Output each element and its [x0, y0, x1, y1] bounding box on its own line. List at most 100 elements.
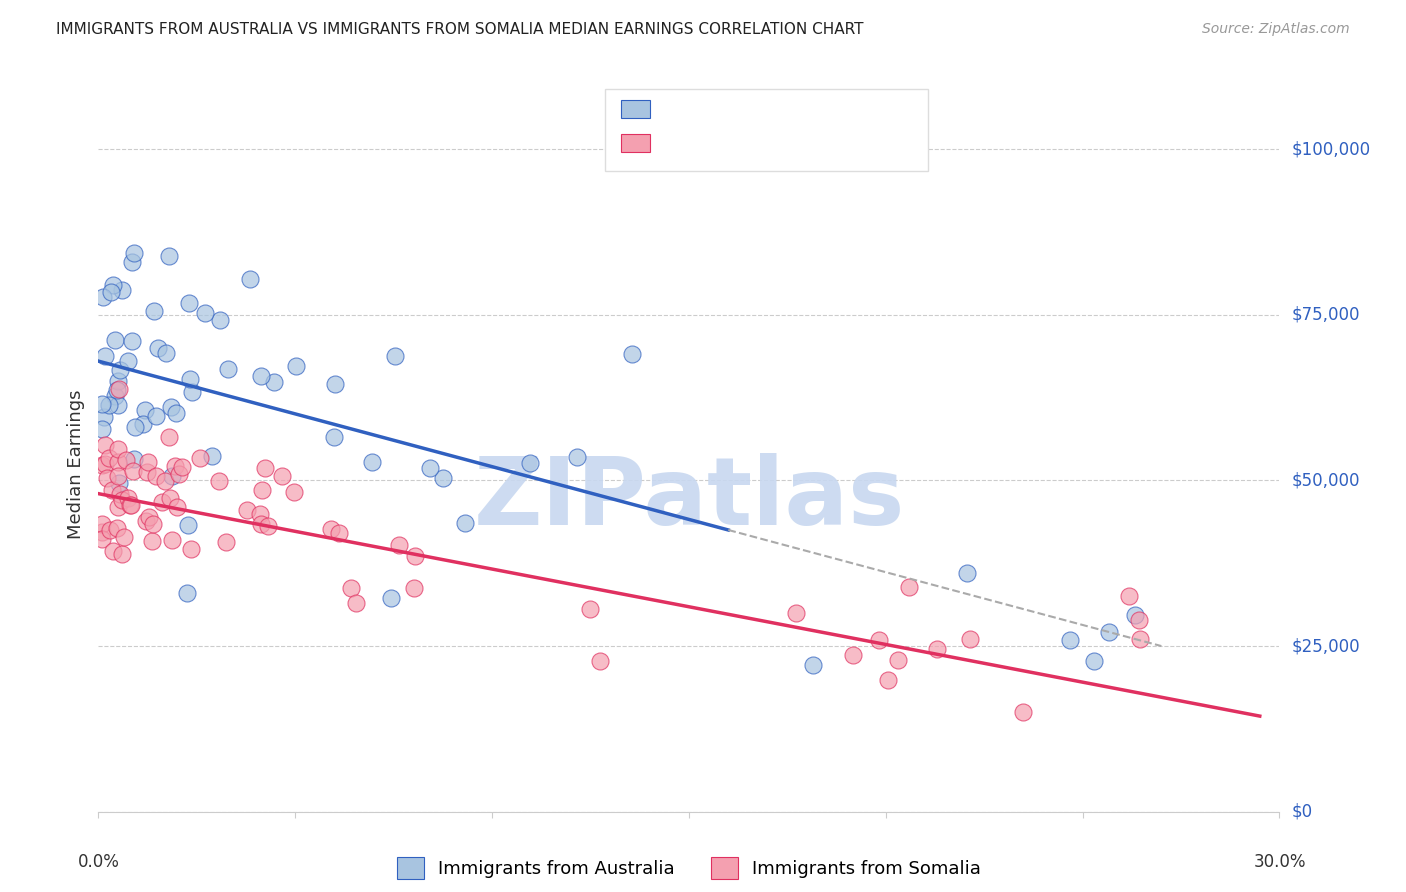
Point — [142, 517, 165, 532]
Point — [180, 384, 202, 399]
Point — [159, 491, 181, 505]
Point — [588, 654, 610, 668]
Point — [177, 518, 200, 533]
Point — [897, 580, 920, 594]
Point — [143, 304, 166, 318]
Text: R = -0.532: R = -0.532 — [658, 100, 748, 118]
Point — [107, 475, 129, 490]
Text: $100,000: $100,000 — [1291, 140, 1371, 158]
Point — [159, 249, 181, 263]
Point — [105, 383, 128, 397]
Point — [111, 283, 134, 297]
Point — [160, 533, 183, 547]
Text: $25,000: $25,000 — [1291, 637, 1360, 655]
Point — [1129, 632, 1152, 646]
Point — [1083, 654, 1105, 668]
Point — [93, 409, 115, 424]
Text: ZIPatlas: ZIPatlas — [474, 452, 904, 545]
Point — [114, 453, 136, 467]
Text: N = 62: N = 62 — [801, 100, 863, 118]
Text: IMMIGRANTS FROM AUSTRALIA VS IMMIGRANTS FROM SOMALIA MEDIAN EARNINGS CORRELATION: IMMIGRANTS FROM AUSTRALIA VS IMMIGRANTS … — [56, 22, 863, 37]
Point — [122, 464, 145, 478]
Point — [135, 514, 157, 528]
Point — [91, 517, 114, 532]
Point — [868, 632, 890, 647]
Point — [263, 375, 285, 389]
Text: R = -0.597: R = -0.597 — [658, 134, 747, 152]
Legend: Immigrants from Australia, Immigrants from Somalia: Immigrants from Australia, Immigrants fr… — [389, 850, 988, 886]
Point — [153, 475, 176, 489]
Point — [141, 533, 163, 548]
Point — [236, 503, 259, 517]
Point — [101, 483, 124, 498]
Point — [98, 523, 121, 537]
Text: 30.0%: 30.0% — [1253, 854, 1306, 871]
Text: $0: $0 — [1291, 803, 1312, 821]
Point — [167, 467, 190, 482]
Point — [201, 449, 224, 463]
Point — [323, 376, 346, 391]
Point — [91, 525, 114, 540]
Point — [886, 653, 908, 667]
Text: $50,000: $50,000 — [1291, 471, 1360, 490]
Point — [145, 469, 167, 483]
Point — [104, 389, 127, 403]
Point — [217, 361, 239, 376]
Point — [876, 673, 898, 688]
Point — [103, 278, 125, 293]
Point — [270, 468, 292, 483]
Point — [1012, 706, 1035, 720]
Point — [194, 306, 217, 320]
Point — [120, 498, 142, 512]
Point — [249, 508, 271, 522]
Point — [107, 500, 129, 514]
Point — [1128, 613, 1150, 627]
Point — [801, 658, 824, 673]
Point — [239, 272, 262, 286]
Point — [179, 372, 201, 386]
Point — [157, 430, 180, 444]
Point — [253, 461, 276, 475]
Point — [136, 454, 159, 468]
Point — [91, 458, 114, 473]
Point — [165, 406, 187, 420]
Y-axis label: Median Earnings: Median Earnings — [66, 389, 84, 539]
Point — [388, 538, 411, 552]
Point — [91, 422, 114, 436]
Point — [150, 495, 173, 509]
Point — [122, 451, 145, 466]
Point — [319, 522, 342, 536]
Point — [97, 451, 120, 466]
Point — [1123, 608, 1146, 623]
Point — [215, 535, 238, 549]
Point — [404, 549, 426, 563]
Point — [1098, 624, 1121, 639]
Point — [519, 456, 541, 470]
Point — [578, 602, 600, 616]
Point — [96, 471, 118, 485]
Point — [404, 581, 426, 595]
Point — [250, 483, 273, 498]
Point — [170, 460, 193, 475]
Point — [842, 648, 865, 662]
Point — [340, 581, 363, 595]
Text: 0.0%: 0.0% — [77, 854, 120, 871]
Point — [97, 398, 120, 412]
Point — [620, 347, 643, 361]
Point — [136, 465, 159, 479]
Point — [107, 442, 129, 457]
Text: Source: ZipAtlas.com: Source: ZipAtlas.com — [1202, 22, 1350, 37]
Point — [1059, 633, 1081, 648]
Point — [101, 544, 124, 558]
Point — [454, 516, 477, 531]
Point — [323, 430, 346, 444]
Point — [117, 491, 139, 505]
Point — [100, 285, 122, 299]
Point — [432, 471, 454, 485]
Point — [117, 354, 139, 368]
Point — [107, 469, 129, 483]
Point — [105, 521, 128, 535]
Point — [107, 374, 129, 388]
Point — [155, 346, 177, 360]
Point — [785, 606, 807, 620]
